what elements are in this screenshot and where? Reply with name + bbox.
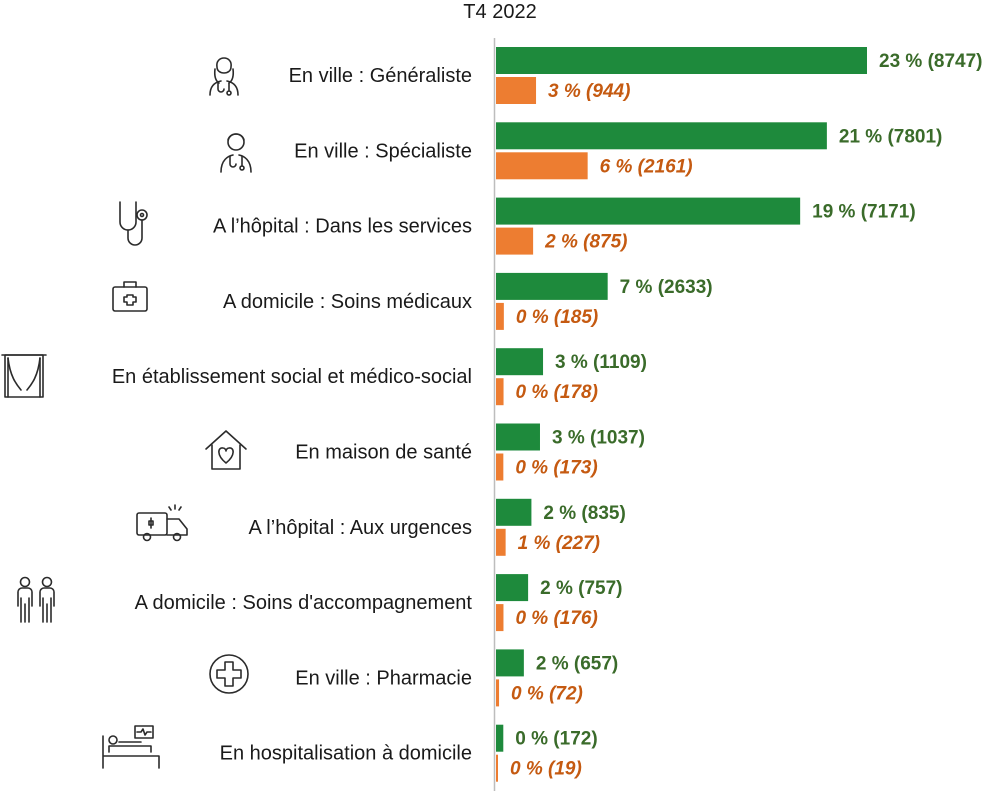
data-label-series-2: 0 % (185)	[516, 307, 598, 328]
pharmacy-cross-icon	[209, 654, 249, 694]
bar-series-1	[496, 47, 867, 74]
data-label-series-2: 3 % (944)	[548, 81, 630, 102]
category-label: A l’hôpital : Dans les services	[213, 216, 472, 238]
bar-series-2	[496, 754, 498, 782]
bar-series-1	[496, 423, 540, 451]
female-doctor-icon	[209, 57, 239, 96]
data-label-series-1: 0 % (172)	[515, 729, 597, 750]
bar-series-2	[496, 453, 504, 481]
window-curtains-icon	[1, 354, 47, 398]
categories-group: En ville : Généraliste En ville : Spécial…	[1, 57, 473, 769]
data-label-series-2: 0 % (178)	[516, 382, 598, 403]
category-label: En ville : Généraliste	[289, 65, 472, 87]
bar-series-2	[496, 302, 504, 330]
chart-title: T4 2022	[463, 1, 536, 23]
category-label: En maison de santé	[295, 442, 472, 464]
medical-kit-icon	[112, 281, 148, 312]
data-label-series-2: 0 % (19)	[510, 759, 582, 780]
category-label: En ville : Pharmacie	[295, 667, 472, 689]
data-label-series-2: 0 % (173)	[515, 458, 597, 479]
category-label: En hospitalisation à domicile	[220, 743, 472, 765]
category-label: A domicile : Soins d'accompagnement	[135, 592, 473, 614]
data-label-series-1: 7 % (2633)	[620, 277, 713, 298]
bar-series-2	[496, 679, 500, 707]
two-people-icon	[17, 576, 55, 623]
bar-series-2	[496, 378, 504, 406]
category-label: A l’hôpital : Aux urgences	[249, 517, 472, 539]
bar-series-1	[496, 348, 544, 376]
data-label-series-2: 0 % (176)	[515, 608, 597, 629]
bar-series-2	[496, 77, 537, 104]
data-label-series-1: 2 % (757)	[540, 578, 622, 599]
data-label-series-2: 0 % (72)	[511, 683, 583, 704]
bar-series-2	[496, 528, 506, 556]
bar-series-2	[496, 227, 534, 255]
bar-series-1	[496, 272, 608, 300]
ambulance-icon	[136, 504, 188, 542]
hospital-bed-icon	[102, 725, 160, 769]
bar-series-1	[496, 724, 504, 752]
data-label-series-1: 19 % (7171)	[812, 202, 916, 223]
data-label-series-1: 3 % (1037)	[552, 428, 645, 449]
category-label: En ville : Spécialiste	[294, 140, 472, 162]
stethoscope-icon	[119, 201, 148, 246]
category-label: En établissement social et médico-social	[112, 366, 472, 388]
data-label-series-1: 2 % (657)	[536, 653, 618, 674]
bars-group: 23 % (8747) 3 % (944) 21 % (7801) 6 % (2161…	[496, 47, 983, 782]
bar-series-1	[496, 574, 529, 602]
data-label-series-1: 23 % (8747)	[879, 51, 983, 72]
category-label: A domicile : Soins médicaux	[223, 291, 472, 313]
bar-series-2	[496, 152, 588, 180]
house-heart-icon	[205, 430, 247, 470]
data-label-series-1: 21 % (7801)	[839, 126, 943, 147]
data-label-series-2: 1 % (227)	[518, 533, 600, 554]
bar-series-1	[496, 498, 532, 526]
data-label-series-1: 3 % (1109)	[555, 352, 647, 373]
bar-series-1	[496, 122, 827, 150]
male-doctor-icon	[220, 133, 252, 173]
data-label-series-1: 2 % (835)	[543, 503, 625, 524]
bar-series-1	[496, 649, 524, 677]
bar-series-2	[496, 604, 504, 632]
data-label-series-2: 2 % (875)	[544, 232, 627, 253]
bar-series-1	[496, 197, 801, 225]
data-label-series-2: 6 % (2161)	[600, 156, 693, 177]
